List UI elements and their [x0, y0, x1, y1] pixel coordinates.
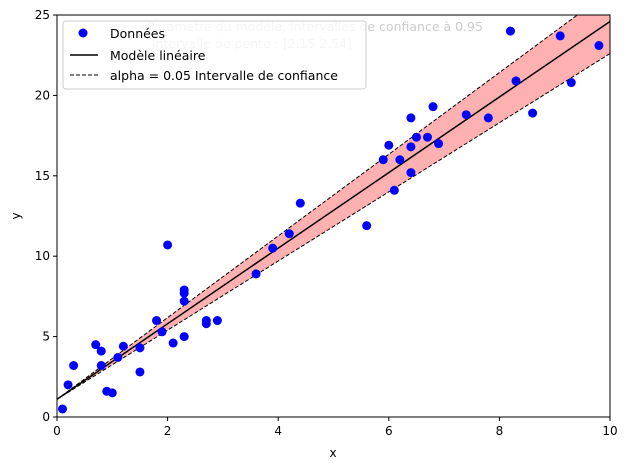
- y-tick-label: 0: [42, 410, 50, 424]
- data-point: [58, 404, 68, 414]
- data-point: [168, 338, 178, 348]
- x-tick-label: 2: [164, 424, 172, 438]
- x-tick-label: 4: [274, 424, 282, 438]
- y-axis-label: y: [9, 212, 23, 219]
- legend-marker-data: [78, 28, 88, 38]
- x-tick-label: 6: [385, 424, 393, 438]
- axes-frame: [56, 14, 611, 418]
- data-point: [96, 361, 106, 371]
- data-point: [362, 221, 372, 231]
- y-tick-label: 25: [35, 8, 50, 22]
- x-tick-label: 8: [496, 424, 504, 438]
- legend-label-ci: alpha = 0.05 Intervalle de confiance: [110, 68, 338, 83]
- data-point: [406, 142, 416, 152]
- data-point: [91, 340, 101, 350]
- legend: Données Modèle linéaire alpha = 0.05 Int…: [62, 20, 367, 90]
- y-tick-label: 20: [35, 88, 50, 102]
- plot-layer: [57, 15, 610, 414]
- data-point: [406, 168, 416, 178]
- data-point: [594, 41, 604, 51]
- data-point: [378, 155, 388, 165]
- y-axis-ticks: 0 5 10 15 20 25: [35, 8, 57, 424]
- x-tick-label: 0: [53, 424, 61, 438]
- data-point: [461, 110, 471, 120]
- data-point: [179, 296, 189, 306]
- data-point: [135, 367, 145, 377]
- legend-frame: [62, 20, 367, 90]
- data-point: [152, 316, 162, 326]
- data-point: [113, 353, 123, 363]
- x-tick-label: 10: [602, 424, 617, 438]
- data-point: [179, 288, 189, 298]
- y-tick-label: 5: [42, 330, 50, 344]
- data-point: [406, 113, 416, 123]
- data-point: [118, 341, 128, 351]
- data-point: [434, 139, 444, 149]
- data-point: [63, 380, 73, 390]
- legend-label-model: Modèle linéaire: [110, 48, 206, 63]
- data-point: [423, 132, 433, 142]
- data-point: [69, 361, 79, 371]
- y-tick-label: 15: [35, 169, 50, 183]
- data-point: [107, 388, 117, 398]
- x-axis-label: x: [329, 446, 336, 460]
- data-point: [555, 31, 565, 41]
- data-point: [411, 132, 421, 142]
- data-point: [157, 327, 167, 337]
- data-point: [295, 198, 305, 208]
- data-point: [135, 343, 145, 353]
- data-point: [179, 332, 189, 342]
- data-point: [389, 185, 399, 195]
- data-point: [251, 269, 261, 279]
- data-point: [163, 240, 173, 250]
- data-point: [511, 76, 521, 86]
- data-point: [566, 78, 576, 88]
- data-point: [483, 113, 493, 123]
- x-axis-ticks: 0 2 4 6 8 10: [53, 417, 618, 438]
- confidence-band: [57, 15, 610, 400]
- data-point: [395, 155, 405, 165]
- legend-label-data: Données: [110, 26, 165, 41]
- data-point: [96, 346, 106, 356]
- data-point: [384, 140, 394, 150]
- y-tick-label: 10: [35, 249, 50, 263]
- ci-upper-bound-line: [57, 15, 579, 400]
- data-point: [428, 102, 438, 112]
- data-points: [58, 26, 604, 414]
- data-point: [212, 316, 222, 326]
- ci-lower-bound-line: [57, 53, 610, 400]
- data-point: [528, 108, 538, 118]
- data-point: [284, 229, 294, 239]
- data-point: [505, 26, 515, 36]
- data-point: [268, 243, 278, 253]
- data-point: [201, 316, 211, 326]
